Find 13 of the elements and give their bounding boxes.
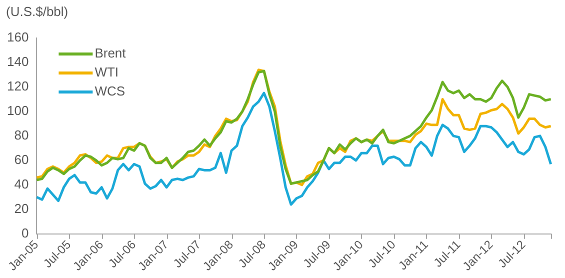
y-axis-title: (U.S.$/bbl) bbox=[6, 4, 68, 19]
legend-label: Brent bbox=[94, 46, 126, 61]
y-tick-label: 80 bbox=[14, 128, 29, 143]
y-tick-label: 40 bbox=[14, 176, 29, 192]
legend-label: WTI bbox=[94, 64, 119, 80]
y-tick-label: 20 bbox=[14, 200, 29, 216]
y-tick-label: 60 bbox=[14, 152, 29, 167]
y-tick-label: 140 bbox=[6, 54, 29, 70]
y-tick-label: 120 bbox=[6, 78, 29, 94]
y-tick-label: 0 bbox=[21, 225, 29, 240]
y-tick-label: 100 bbox=[6, 103, 29, 118]
y-tick-label: 160 bbox=[6, 30, 29, 45]
legend-label: WCS bbox=[94, 84, 126, 99]
